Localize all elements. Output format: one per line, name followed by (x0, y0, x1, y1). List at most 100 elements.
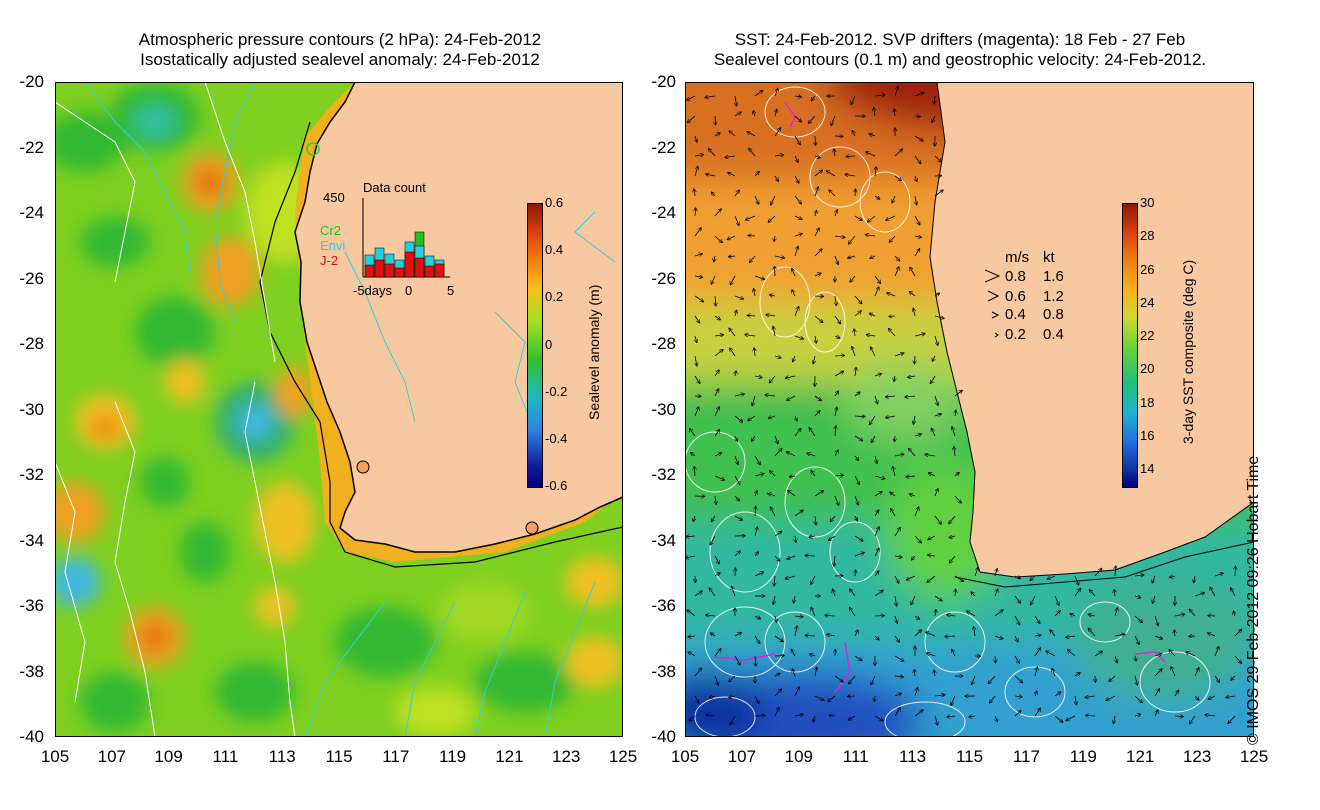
sst-colorbar-label: 3-day SST composite (deg C) (1180, 259, 1196, 444)
right-title-line1: SST: 24-Feb-2012. SVP drifters (magenta)… (734, 30, 1186, 49)
velocity-arrow (795, 626, 797, 637)
velocity-arrow (773, 327, 775, 337)
velocity-arrow (754, 455, 760, 464)
velocity-arrow (1054, 715, 1063, 722)
velocity-arrow (1174, 690, 1179, 697)
velocity-arrow (914, 535, 921, 543)
speed-arrow-icon (987, 290, 1000, 302)
velocity-arrow (1074, 589, 1081, 597)
velocity-arrow (1031, 595, 1036, 605)
velocity-arrow (886, 396, 896, 397)
velocity-arrow (871, 435, 876, 442)
lat-tick-label: -32 (19, 465, 44, 484)
velocity-arrow (1014, 595, 1020, 603)
velocity-arrow (710, 696, 716, 698)
speed-arrow-icon (985, 269, 1001, 283)
velocity-arrow (814, 273, 821, 276)
velocity-arrow (914, 710, 923, 717)
velocity-arrow (734, 551, 740, 557)
velocity-arrow (811, 608, 816, 617)
velocity-arrow (688, 636, 696, 637)
velocity-arrow (735, 95, 737, 106)
velocity-arrow (714, 315, 720, 320)
velocity-arrow (1154, 689, 1159, 697)
right-title-line2: Sealevel contours (0.1 m) and geostrophi… (713, 50, 1207, 69)
lat-tick-label: -20 (651, 72, 676, 91)
australia-land (930, 82, 1254, 577)
velocity-arrow (826, 171, 836, 177)
velocity-arrow (934, 395, 938, 405)
speed-legend-kt: 0.4 (1043, 326, 1064, 343)
velocity-arrow (835, 426, 836, 437)
velocity-arrow (794, 96, 801, 97)
velocity-arrow (866, 235, 876, 236)
velocity-arrow (729, 675, 736, 682)
velocity-arrow (755, 491, 757, 497)
velocity-arrow (954, 473, 959, 477)
velocity-arrow (774, 673, 780, 676)
velocity-arrow (711, 633, 716, 636)
speed-legend-ms: 0.6 (1005, 288, 1026, 305)
velocity-arrow (814, 695, 824, 700)
velocity-arrow (855, 368, 856, 377)
inset-bar (424, 265, 435, 278)
velocity-arrow (790, 476, 796, 477)
velocity-arrow (809, 115, 816, 123)
velocity-arrow (974, 568, 978, 577)
velocity-arrow (851, 95, 856, 104)
velocity-arrow (1134, 635, 1139, 644)
velocity-arrow (714, 370, 719, 377)
velocity-arrow (814, 315, 823, 322)
colorbar-tick-label: 30 (1140, 195, 1155, 210)
velocity-arrow (712, 192, 716, 197)
velocity-arrow (806, 635, 816, 636)
velocity-arrow (886, 215, 896, 220)
velocity-arrow (854, 311, 861, 317)
velocity-arrow (794, 155, 798, 162)
speed-legend-kt: 1.6 (1043, 268, 1064, 285)
velocity-arrow (794, 510, 803, 517)
velocity-arrow (934, 155, 941, 162)
velocity-arrow (793, 355, 795, 362)
velocity-arrow (952, 427, 956, 437)
velocity-arrow (874, 590, 883, 597)
tide-gauge-marker (356, 460, 370, 474)
velocity-arrow (894, 635, 899, 642)
velocity-arrow (874, 275, 880, 283)
lat-tick-label: -26 (19, 268, 44, 288)
inset-xlabel-end: 5 (447, 283, 454, 298)
velocity-arrow (967, 611, 976, 617)
velocity-arrow (714, 389, 719, 397)
velocity-arrow (734, 112, 741, 117)
velocity-arrow (1014, 655, 1019, 663)
velocity-arrow (729, 328, 736, 337)
velocity-arrow (854, 329, 855, 337)
velocity-arrow (894, 556, 902, 557)
velocity-arrow (1074, 673, 1080, 677)
inset-bar (414, 257, 425, 278)
velocity-arrow (734, 455, 738, 464)
velocity-arrow (794, 135, 800, 145)
velocity-arrow (1194, 593, 1204, 597)
velocity-arrow (1094, 651, 1102, 657)
velocity-arrow (974, 627, 975, 637)
velocity-arrow (906, 476, 916, 477)
velocity-arrow (914, 615, 920, 619)
velocity-arrow (834, 236, 845, 237)
velocity-arrow (725, 156, 736, 157)
velocity-arrow (1054, 611, 1060, 617)
inset-ymax: 450 (323, 190, 345, 205)
velocity-arrow (750, 255, 756, 262)
velocity-arrow (887, 293, 896, 297)
velocity-arrow (689, 715, 696, 721)
velocity-arrow (848, 696, 856, 697)
velocity-arrow (830, 515, 836, 521)
lon-tick-label: 121 (1126, 747, 1155, 766)
velocity-arrow (787, 555, 796, 559)
lat-tick-label: -38 (19, 661, 44, 681)
velocity-arrow (735, 371, 736, 377)
lon-tick-label: 109 (784, 747, 813, 766)
velocity-arrow (1046, 651, 1056, 657)
velocity-arrow (1134, 695, 1142, 703)
velocity-arrow (870, 256, 876, 258)
